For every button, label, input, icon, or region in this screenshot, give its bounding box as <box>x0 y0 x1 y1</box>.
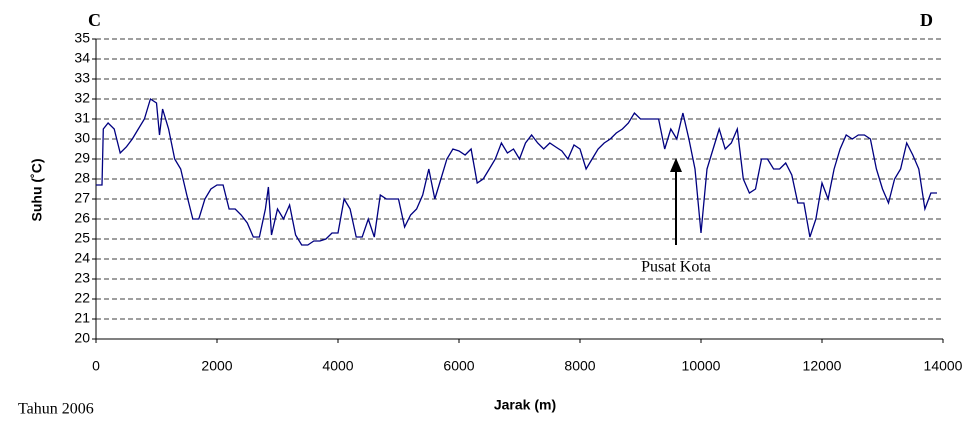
y-axis-label: Suhu (˚C) <box>29 159 45 222</box>
y-tick-label: 26 <box>74 210 90 226</box>
x-tick-label: 2000 <box>201 358 232 374</box>
footnote: Tahun 2006 <box>18 401 94 418</box>
x-tick-label: 8000 <box>564 358 595 374</box>
y-tick-label: 27 <box>74 190 90 206</box>
y-tick-label: 24 <box>74 250 90 266</box>
y-tick-label: 23 <box>74 270 90 286</box>
x-tick-label: 12000 <box>803 358 842 374</box>
annotation: Pusat Kota <box>641 259 711 276</box>
corner-label: C <box>88 10 101 30</box>
y-tick-label: 25 <box>74 230 90 246</box>
annotation-arrowhead <box>670 158 682 172</box>
y-tick-label: 34 <box>74 50 90 66</box>
y-tick-label: 22 <box>74 290 90 306</box>
temperature-line <box>96 99 937 245</box>
y-tick-label: 35 <box>74 30 90 46</box>
corner-label: D <box>920 10 933 30</box>
x-axis-label: Jarak (m) <box>494 397 556 413</box>
y-tick-label: 29 <box>74 150 90 166</box>
x-tick-label: 6000 <box>443 358 474 374</box>
plot-area: 20 21 22 23 24 25 26 27 28 29 30 31 32 33 34 35 0 2000 400… <box>74 30 962 374</box>
x-tick-label: 14000 <box>924 358 963 374</box>
y-tick-label: 28 <box>74 170 90 186</box>
y-tick-label: 21 <box>74 310 90 326</box>
y-tick-label: 31 <box>74 110 90 126</box>
x-tick-label: 10000 <box>682 358 721 374</box>
chart: C D Jarak (m) Suhu (˚C) Tahun 2006 20212… <box>0 0 975 433</box>
x-tick-label: 4000 <box>322 358 353 374</box>
y-tick-label: 32 <box>74 90 90 106</box>
y-tick-label: 30 <box>74 130 90 146</box>
y-tick-label: 33 <box>74 70 90 86</box>
y-tick-label: 20 <box>74 330 90 346</box>
x-tick-label: 0 <box>92 358 100 374</box>
